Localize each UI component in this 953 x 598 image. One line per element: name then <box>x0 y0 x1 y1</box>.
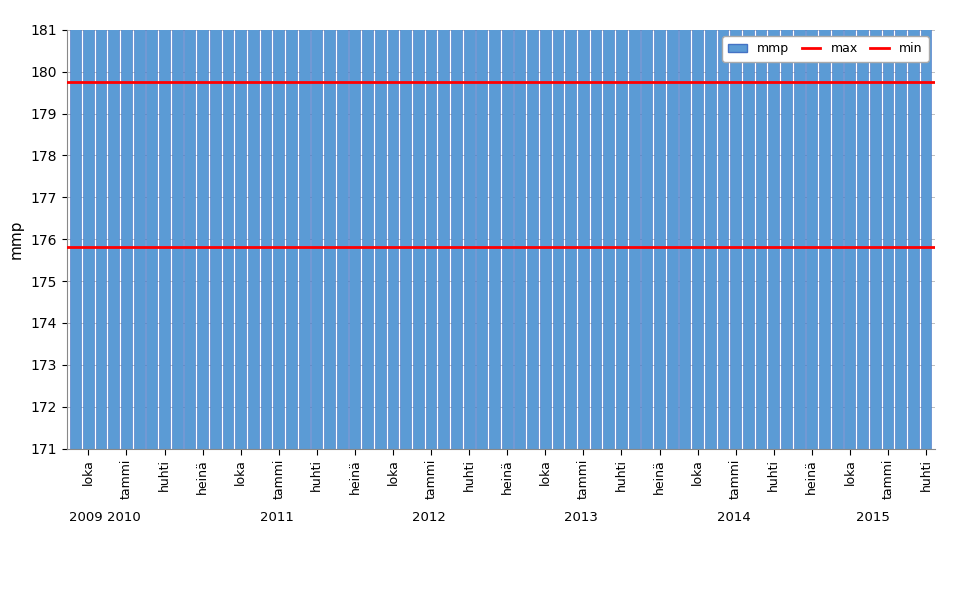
Bar <box>133 0 144 448</box>
Bar <box>869 0 880 448</box>
Bar <box>210 0 220 448</box>
Bar <box>413 0 423 448</box>
Text: 2010: 2010 <box>108 511 141 524</box>
Bar <box>349 0 360 448</box>
Bar <box>628 0 639 448</box>
Bar <box>274 0 284 448</box>
Bar <box>362 0 373 448</box>
Bar <box>146 0 157 448</box>
Bar <box>805 0 817 448</box>
Bar <box>324 0 335 448</box>
Bar <box>552 0 563 448</box>
Bar <box>172 0 182 448</box>
Bar <box>831 0 841 448</box>
Bar <box>616 0 626 448</box>
Bar <box>489 0 499 448</box>
Bar <box>248 0 258 448</box>
Text: 2012: 2012 <box>412 511 445 524</box>
Bar <box>514 0 525 448</box>
Text: 2015: 2015 <box>856 511 889 524</box>
Bar <box>704 0 715 448</box>
Bar <box>692 0 702 448</box>
Bar <box>907 0 918 448</box>
Bar <box>71 0 81 448</box>
Bar <box>742 0 753 448</box>
Bar <box>501 0 512 448</box>
Y-axis label: mmp: mmp <box>9 219 24 259</box>
Bar <box>463 0 474 448</box>
Bar <box>109 0 119 448</box>
Bar <box>578 0 588 448</box>
Bar <box>311 0 322 448</box>
Bar <box>527 0 537 448</box>
Bar <box>476 0 487 448</box>
Bar <box>755 0 765 448</box>
Bar <box>121 0 132 448</box>
Bar <box>894 0 905 448</box>
Bar <box>83 0 93 448</box>
Bar <box>654 0 664 448</box>
Bar <box>451 0 461 448</box>
Bar <box>857 0 867 448</box>
Bar <box>793 0 803 448</box>
Text: 2009: 2009 <box>70 511 103 524</box>
Bar <box>95 0 107 448</box>
Bar <box>767 0 779 448</box>
Bar <box>590 0 600 448</box>
Legend: mmp, max, min: mmp, max, min <box>721 36 927 62</box>
Bar <box>387 0 398 448</box>
Bar <box>640 0 652 448</box>
Bar <box>197 0 208 448</box>
Bar <box>286 0 296 448</box>
Bar <box>819 0 829 448</box>
Bar <box>400 0 411 448</box>
Bar <box>437 0 449 448</box>
Bar <box>565 0 576 448</box>
Bar <box>222 0 233 448</box>
Bar <box>602 0 614 448</box>
Bar <box>375 0 385 448</box>
Bar <box>425 0 436 448</box>
Bar <box>539 0 550 448</box>
Bar <box>679 0 690 448</box>
Bar <box>184 0 195 448</box>
Bar <box>298 0 309 448</box>
Bar <box>717 0 727 448</box>
Bar <box>882 0 892 448</box>
Bar <box>260 0 272 448</box>
Text: 2014: 2014 <box>716 511 750 524</box>
Text: 2011: 2011 <box>259 511 294 524</box>
Bar <box>843 0 855 448</box>
Bar <box>781 0 791 448</box>
Bar <box>235 0 246 448</box>
Text: 2013: 2013 <box>564 511 598 524</box>
Bar <box>159 0 170 448</box>
Bar <box>336 0 347 448</box>
Bar <box>920 0 930 448</box>
Bar <box>666 0 677 448</box>
Bar <box>729 0 740 448</box>
